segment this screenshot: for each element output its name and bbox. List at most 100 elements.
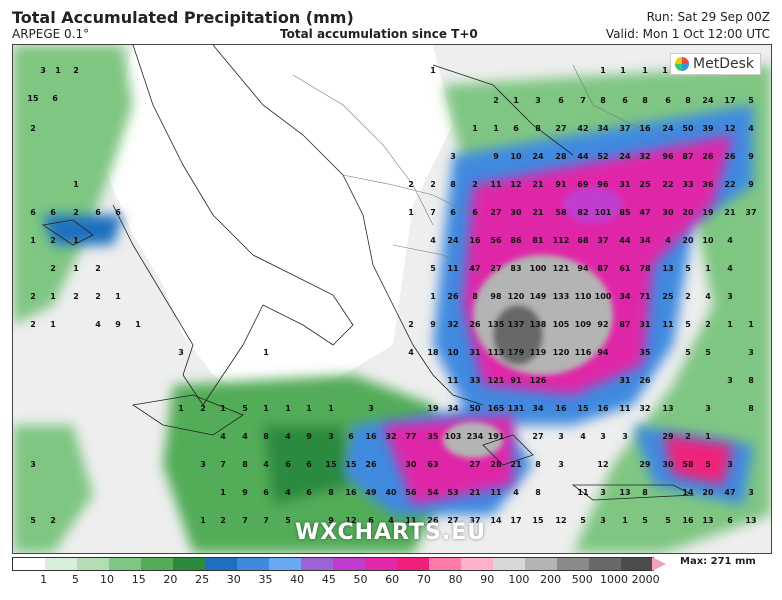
precip-value-label: 22 xyxy=(662,180,673,189)
precip-value-label: 53 xyxy=(447,488,458,497)
precip-value-label: 1 xyxy=(662,66,668,75)
precip-value-label: 56 xyxy=(490,236,502,245)
legend-swatch xyxy=(237,558,269,570)
precip-value-label: 103 xyxy=(445,432,462,441)
precip-value-label: 9 xyxy=(430,320,436,329)
precip-value-label: 4 xyxy=(727,264,733,273)
precip-value-label: 1 xyxy=(178,404,184,413)
precip-value-label: 1 xyxy=(306,404,312,413)
precip-value-label: 19 xyxy=(427,404,439,413)
precip-value-label: 11 xyxy=(577,488,589,497)
precip-value-label: 14 xyxy=(490,516,502,525)
legend-tick-label: 10 xyxy=(100,573,115,586)
precip-value-label: 21 xyxy=(532,180,544,189)
precip-value-label: 12 xyxy=(597,460,608,469)
precip-value-label: 1 xyxy=(285,404,291,413)
precip-value-label: 6 xyxy=(368,516,374,525)
precip-value-label: 24 xyxy=(619,152,631,161)
precip-value-label: 18 xyxy=(427,348,439,357)
precip-value-label: 5 xyxy=(685,348,691,357)
legend-tick-label: 40 xyxy=(290,573,305,586)
precip-value-label: 2 xyxy=(408,320,414,329)
legend-tick-label: 25 xyxy=(195,573,210,586)
precip-value-label: 27 xyxy=(490,208,501,217)
precip-value-label: 1 xyxy=(30,236,36,245)
precip-value-label: 77 xyxy=(405,432,416,441)
legend-tick-label: 100 xyxy=(508,573,530,586)
precip-value-label: 8 xyxy=(748,376,754,385)
legend-swatch xyxy=(493,558,525,570)
legend-tick-label: 500 xyxy=(571,573,593,586)
precip-value-label: 126 xyxy=(530,376,547,385)
precip-value-label: 40 xyxy=(385,488,397,497)
legend-ticks: 1 5 10 15 20 25 30 35 40 45 50 60 70 80 90 100 200 500 100… xyxy=(12,573,659,587)
precip-value-label: 3 xyxy=(727,376,733,385)
precip-value-label: 5 xyxy=(430,264,436,273)
precip-value-label: 83 xyxy=(510,264,521,273)
precip-value-label: 8 xyxy=(450,180,456,189)
precip-value-label: 5 xyxy=(580,516,586,525)
precip-value-label: 12 xyxy=(510,180,521,189)
precip-value-label: 49 xyxy=(365,488,377,497)
precip-value-label: 13 xyxy=(745,516,756,525)
precip-value-label: 1 xyxy=(642,66,648,75)
precip-value-label: 22 xyxy=(724,180,735,189)
precip-value-label: 3 xyxy=(727,460,733,469)
precip-value-label: 3 xyxy=(328,432,334,441)
precip-value-label: 31 xyxy=(469,348,481,357)
precip-value-label: 116 xyxy=(575,348,592,357)
precip-value-label: 101 xyxy=(595,208,612,217)
legend-tick-label: 30 xyxy=(226,573,241,586)
legend-tick-label: 15 xyxy=(131,573,146,586)
precip-value-label: 8 xyxy=(748,404,754,413)
precip-value-label: 9 xyxy=(306,432,312,441)
precip-value-label: 91 xyxy=(510,376,522,385)
color-legend-bar xyxy=(12,557,654,571)
precip-value-label: 37 xyxy=(745,208,756,217)
legend-tick-label: 60 xyxy=(385,573,400,586)
precip-value-label: 5 xyxy=(705,348,711,357)
legend-tick-label: 50 xyxy=(353,573,368,586)
precip-value-label: 100 xyxy=(530,264,547,273)
precip-value-label: 47 xyxy=(469,264,480,273)
precip-value-label: 6 xyxy=(52,94,58,103)
precip-value-label: 2 xyxy=(50,236,56,245)
precip-value-label: 9 xyxy=(328,516,334,525)
precip-value-label: 4 xyxy=(748,124,754,133)
precip-value-label: 1 xyxy=(408,208,414,217)
precip-value-label: 1 xyxy=(513,96,519,105)
legend-tick-label: 20 xyxy=(163,573,178,586)
precip-value-label: 58 xyxy=(555,208,567,217)
precip-value-label: 82 xyxy=(577,208,588,217)
precip-value-label: 21 xyxy=(532,208,544,217)
precip-value-label: 16 xyxy=(365,432,377,441)
precip-value-label: 1 xyxy=(727,320,733,329)
precipitation-map: 3 1 2 15 6 2 1 6 6 2 6 6 1 2 1 2 1 2 2 1 2 2 1 2 1 4 9 1 3 1 1 1 1 1 1 2 1 3 6… xyxy=(12,44,772,554)
precip-value-label: 50 xyxy=(682,124,694,133)
precip-value-label: 34 xyxy=(639,236,651,245)
legend-tick-label: 1000 xyxy=(599,573,628,586)
precip-value-label: 11 xyxy=(447,264,459,273)
precip-value-label: 16 xyxy=(469,236,481,245)
precip-value-label: 2 xyxy=(73,292,79,301)
max-label: Max: 271 mm xyxy=(680,556,756,567)
precip-value-label: 6 xyxy=(348,432,354,441)
precip-value-label: 28 xyxy=(490,460,502,469)
precip-value-label: 112 xyxy=(553,236,570,245)
precip-value-label: 121 xyxy=(488,376,505,385)
precip-value-label: 5 xyxy=(685,264,691,273)
precip-value-label: 29 xyxy=(662,432,674,441)
precip-value-label: 3 xyxy=(622,432,628,441)
precip-value-label: 2 xyxy=(30,124,36,133)
country-borders xyxy=(292,64,694,276)
precip-value-label: 1 xyxy=(50,320,56,329)
precip-value-label: 8 xyxy=(263,432,269,441)
precip-value-label: 1 xyxy=(220,404,226,413)
precip-value-label: 113 xyxy=(488,348,505,357)
precip-value-label: 11 xyxy=(662,320,674,329)
precip-value-label: 31 xyxy=(639,320,651,329)
precip-value-label: 16 xyxy=(345,488,357,497)
precip-value-label: 6 xyxy=(513,124,519,133)
precip-value-label: 2 xyxy=(30,292,36,301)
legend-swatch xyxy=(461,558,493,570)
